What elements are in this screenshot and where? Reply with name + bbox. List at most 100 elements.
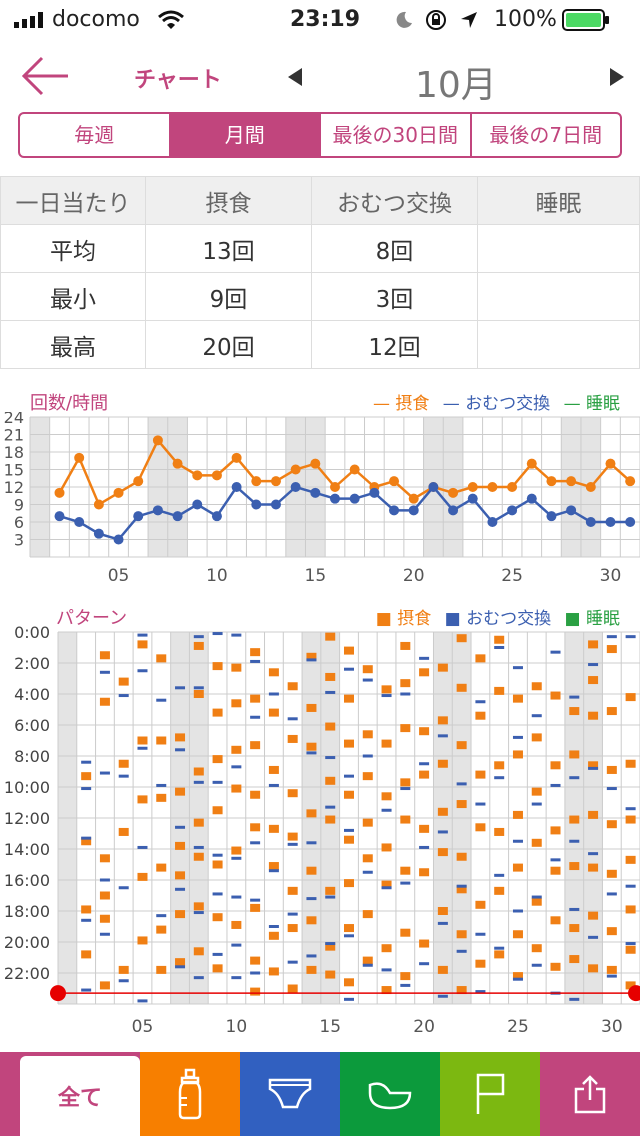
triangle-left-icon[interactable] bbox=[286, 67, 304, 87]
feeding-event-mark bbox=[175, 733, 186, 742]
feeding-event-mark bbox=[287, 984, 298, 993]
data-point bbox=[211, 470, 222, 481]
cell-value bbox=[477, 272, 640, 321]
feeding-event-mark bbox=[250, 956, 261, 965]
feeding-event-mark bbox=[625, 759, 636, 768]
data-point bbox=[526, 458, 537, 469]
current-time-marker bbox=[50, 985, 66, 1002]
feeding-event-mark bbox=[437, 807, 448, 816]
diaper-event-mark bbox=[606, 787, 617, 791]
diaper-event-mark bbox=[287, 842, 298, 846]
feeding-event-mark bbox=[512, 810, 523, 819]
feeding-event-mark bbox=[588, 711, 599, 720]
segment-monthly[interactable]: 月間 bbox=[170, 114, 321, 156]
data-point bbox=[408, 493, 419, 504]
diaper-event-mark bbox=[212, 952, 223, 956]
feeding-event-mark bbox=[175, 787, 186, 796]
legend-feeding-label: 摂食 bbox=[395, 394, 430, 414]
segment-weekly[interactable]: 毎週 bbox=[20, 114, 171, 156]
tab-flag[interactable] bbox=[440, 1052, 540, 1136]
feeding-event-mark bbox=[550, 691, 561, 700]
triangle-right-icon[interactable] bbox=[608, 67, 626, 87]
data-point bbox=[389, 476, 400, 487]
x-tick-label: 05 bbox=[132, 1017, 154, 1037]
feeding-event-mark bbox=[268, 931, 279, 940]
data-point bbox=[408, 505, 419, 516]
feeding-event-mark bbox=[512, 750, 523, 759]
diaper-event-mark bbox=[118, 979, 129, 983]
data-point bbox=[467, 482, 478, 492]
diaper-event-mark bbox=[362, 963, 373, 967]
data-point bbox=[349, 464, 360, 475]
data-point bbox=[290, 464, 301, 475]
segment-last-7-days[interactable]: 最後の7日間 bbox=[489, 123, 603, 147]
feeding-event-mark bbox=[325, 776, 336, 785]
signal-bars-icon bbox=[14, 12, 43, 28]
diaper-event-mark bbox=[494, 946, 505, 950]
feeding-event-mark bbox=[231, 920, 242, 929]
data-point bbox=[93, 528, 104, 539]
tab-all[interactable]: 全て bbox=[0, 1052, 140, 1136]
back-arrow-icon[interactable] bbox=[20, 54, 70, 98]
feeding-event-mark bbox=[569, 750, 580, 759]
feeding-event-mark bbox=[231, 784, 242, 793]
feeding-event-mark bbox=[344, 879, 354, 888]
diaper-event-mark bbox=[494, 873, 505, 877]
diaper-event-mark bbox=[137, 999, 148, 1003]
feeding-event-mark bbox=[99, 651, 110, 660]
tab-all-label: 全て bbox=[57, 1086, 102, 1111]
feeding-event-mark bbox=[362, 910, 373, 919]
diaper-event-mark bbox=[306, 751, 317, 755]
data-point bbox=[507, 482, 518, 492]
diaper-event-mark bbox=[212, 632, 223, 636]
x-tick-label: 30 bbox=[600, 566, 622, 586]
line-chart-title: 回数/時間 bbox=[30, 393, 109, 414]
tab-feeding[interactable] bbox=[140, 1052, 240, 1136]
diaper-event-mark bbox=[306, 841, 317, 845]
diaper-event-mark bbox=[175, 748, 186, 752]
legend-feeding: — 摂食 bbox=[372, 394, 430, 414]
feeding-event-mark bbox=[531, 944, 542, 953]
tab-sleep[interactable] bbox=[340, 1052, 440, 1136]
feeding-event-mark bbox=[362, 772, 373, 781]
x-tick-label: 10 bbox=[226, 1017, 248, 1037]
data-point bbox=[172, 511, 183, 522]
feeding-event-mark bbox=[212, 708, 223, 717]
feeding-event-mark bbox=[588, 863, 599, 872]
segment-last-30-days[interactable]: 最後の30日間 bbox=[321, 114, 472, 156]
cell-value: 13回 bbox=[145, 224, 312, 273]
diaper-event-mark bbox=[362, 754, 373, 758]
feeding-event-mark bbox=[512, 972, 523, 981]
y-tick-label: 20:00 bbox=[4, 933, 50, 952]
tab-share[interactable] bbox=[540, 1052, 640, 1136]
diaper-event-mark bbox=[588, 663, 599, 667]
feeding-event-mark bbox=[475, 959, 486, 968]
diaper-event-mark bbox=[606, 974, 617, 978]
x-tick-label: 25 bbox=[507, 1017, 529, 1037]
feeding-event-mark bbox=[400, 972, 411, 981]
y-tick-label: 15 bbox=[4, 461, 24, 480]
feeding-event-mark bbox=[456, 634, 467, 643]
data-point bbox=[507, 505, 518, 516]
feeding-event-mark bbox=[588, 640, 599, 649]
diaper-event-mark bbox=[588, 935, 599, 939]
feeding-event-mark bbox=[250, 903, 261, 912]
feeding-event-mark bbox=[550, 916, 561, 925]
share-icon bbox=[574, 1075, 606, 1114]
data-point bbox=[290, 482, 301, 492]
feeding-event-mark bbox=[156, 654, 167, 663]
feeding-event-mark bbox=[400, 815, 411, 824]
feeding-event-mark bbox=[437, 907, 448, 915]
feeding-event-mark bbox=[625, 981, 636, 990]
legend-diaper-label: おむつ交換 bbox=[466, 609, 552, 629]
feeding-event-mark bbox=[550, 866, 561, 875]
tab-all-inner: 全て bbox=[20, 1056, 140, 1136]
data-point bbox=[74, 452, 85, 463]
feeding-event-mark bbox=[531, 682, 542, 691]
feeding-event-mark bbox=[231, 745, 242, 754]
row-label-maximum: 最高 bbox=[0, 320, 146, 369]
feeding-event-mark bbox=[306, 866, 317, 875]
feeding-event-mark bbox=[400, 724, 411, 733]
tab-diaper[interactable] bbox=[240, 1052, 340, 1136]
diaper-event-mark bbox=[268, 783, 279, 787]
